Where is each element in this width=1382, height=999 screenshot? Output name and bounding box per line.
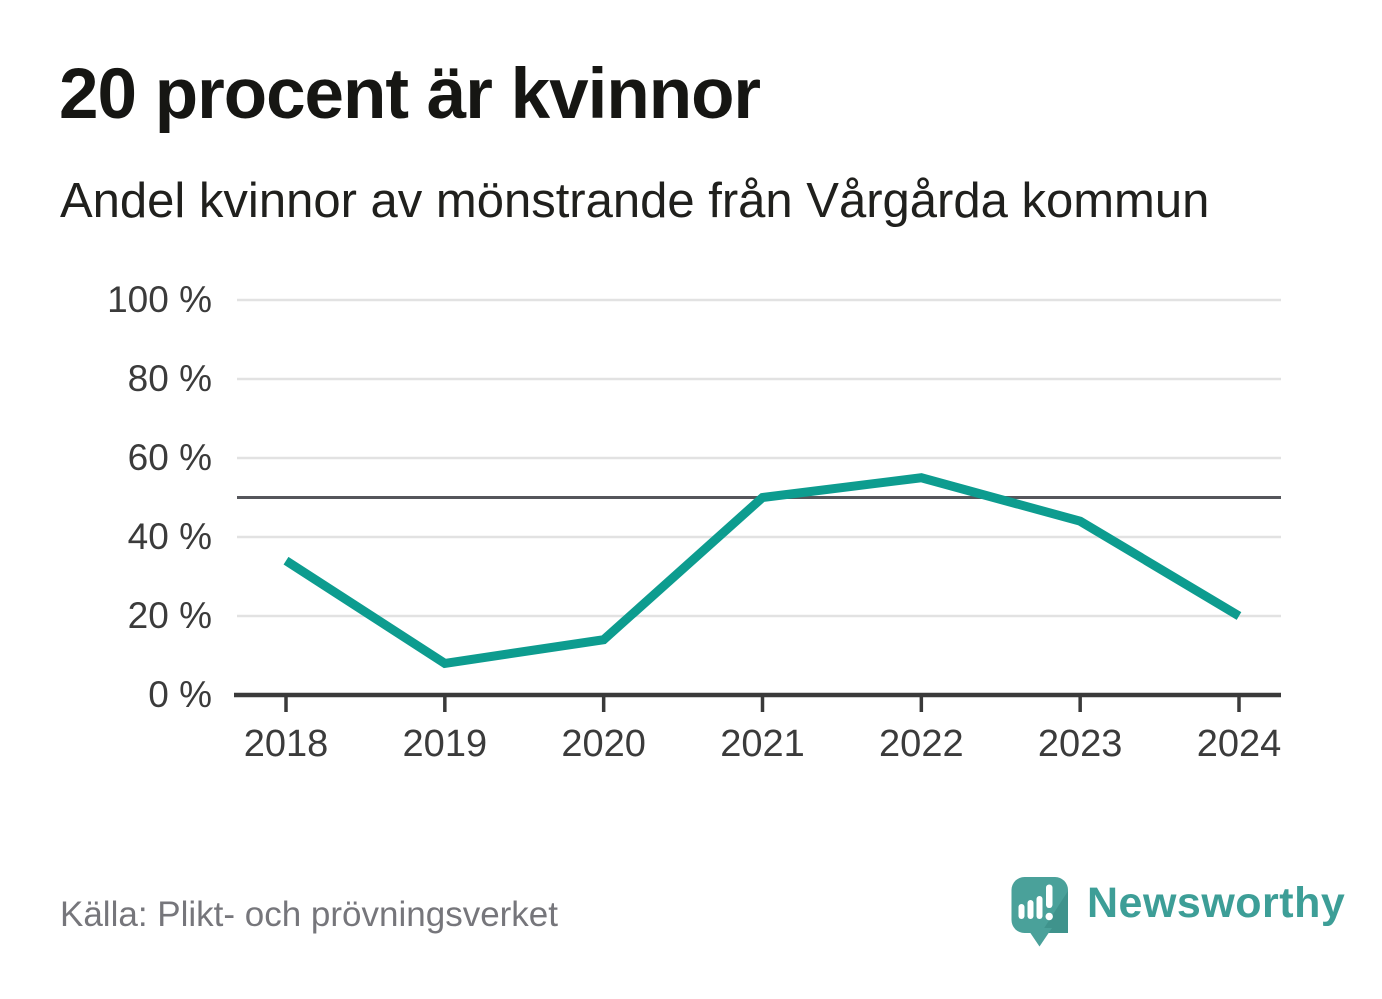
x-axis-label-2019: 2019: [402, 723, 488, 765]
y-axis-label-80: 80 %: [127, 358, 212, 399]
x-axis-label-2020: 2020: [561, 723, 646, 765]
y-axis-label-20: 20 %: [127, 595, 212, 636]
x-axis-label-2023: 2023: [1037, 723, 1123, 765]
x-axis-label-2024: 2024: [1196, 723, 1282, 765]
data-line-series: [283, 473, 1242, 669]
gridlines: [237, 298, 1281, 618]
x-axis-label-2018: 2018: [243, 723, 329, 765]
x-axis-ticks: [284, 697, 1241, 712]
chart-subtitle: Andel kvinnor av mönstrande från Vårgård…: [60, 174, 1210, 228]
newsworthy-wordmark: Newsworthy: [1087, 879, 1346, 927]
source-caption: Källa: Plikt- och prövningsverket: [60, 895, 558, 934]
x-axis-label-2021: 2021: [720, 723, 805, 765]
x-axis-label-2022: 2022: [879, 723, 964, 765]
page-title: 20 procent är kvinnor: [59, 55, 761, 134]
y-axis-label-0: 0 %: [148, 674, 212, 715]
newsworthy-speech-bubble-chart-icon: [1011, 877, 1068, 947]
y-axis-label-40: 40 %: [127, 516, 212, 557]
y-axis-label-60: 60 %: [127, 437, 212, 478]
y-axis-label-100: 100 %: [107, 279, 212, 320]
bar-chart-glyph: [1018, 884, 1053, 921]
newsworthy-branding: Newsworthy: [1011, 876, 1345, 956]
